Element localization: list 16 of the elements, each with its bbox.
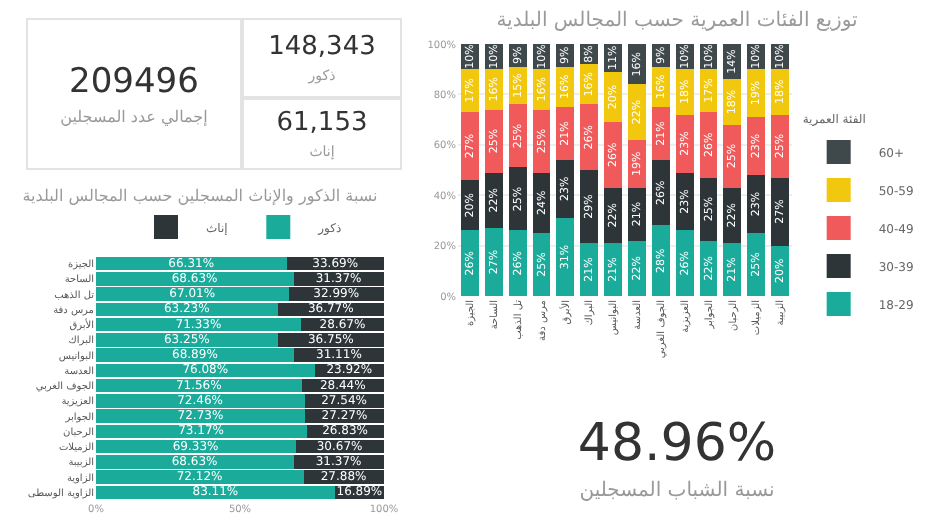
- text: 209496: [69, 62, 199, 102]
- bar: [556, 217, 575, 296]
- text: نسبة الشباب المسجلين: [579, 480, 775, 502]
- chart-title: نسبة الذكور والإناث المسجلين حسب المجالس البلدية: [22, 187, 378, 206]
- text: 61,153: [276, 108, 368, 138]
- bar: [460, 112, 479, 181]
- bar: [675, 230, 694, 296]
- bar: [580, 170, 599, 244]
- chart-title: توزيع الفئات العمرية حسب المجالس البلدية: [496, 9, 859, 32]
- text: 48.96%: [577, 414, 777, 474]
- bar: [651, 225, 670, 296]
- bar: [484, 227, 503, 296]
- text: إجمالي عدد المسجلين: [60, 108, 208, 126]
- bar: [508, 230, 527, 296]
- bar: [771, 177, 790, 246]
- text: 148,343: [268, 32, 376, 62]
